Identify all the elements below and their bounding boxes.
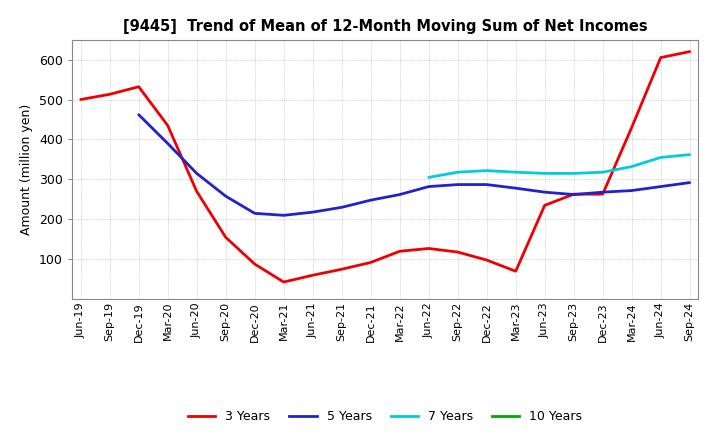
3 Years xyxy=(454,249,462,255)
5 Years xyxy=(395,192,404,197)
Y-axis label: Amount (million yen): Amount (million yen) xyxy=(20,104,33,235)
5 Years xyxy=(338,205,346,210)
3 Years xyxy=(135,84,143,89)
3 Years xyxy=(511,268,520,274)
3 Years xyxy=(482,257,491,263)
5 Years xyxy=(627,188,636,193)
3 Years xyxy=(657,55,665,60)
5 Years xyxy=(135,112,143,117)
7 Years xyxy=(541,171,549,176)
3 Years xyxy=(251,261,259,267)
5 Years xyxy=(251,211,259,216)
7 Years xyxy=(570,171,578,176)
3 Years xyxy=(366,260,375,265)
5 Years xyxy=(657,184,665,189)
3 Years xyxy=(598,191,607,197)
5 Years xyxy=(192,171,201,176)
5 Years xyxy=(366,198,375,203)
3 Years xyxy=(221,235,230,240)
5 Years xyxy=(541,190,549,195)
7 Years xyxy=(482,168,491,173)
Line: 7 Years: 7 Years xyxy=(428,154,690,177)
3 Years xyxy=(192,189,201,194)
Line: 3 Years: 3 Years xyxy=(81,51,690,282)
3 Years xyxy=(308,273,317,278)
3 Years xyxy=(424,246,433,251)
Title: [9445]  Trend of Mean of 12-Month Moving Sum of Net Incomes: [9445] Trend of Mean of 12-Month Moving … xyxy=(123,19,647,34)
7 Years xyxy=(454,169,462,175)
3 Years xyxy=(627,125,636,130)
3 Years xyxy=(338,267,346,272)
5 Years xyxy=(279,213,288,218)
3 Years xyxy=(76,97,85,102)
Legend: 3 Years, 5 Years, 7 Years, 10 Years: 3 Years, 5 Years, 7 Years, 10 Years xyxy=(183,405,588,428)
5 Years xyxy=(598,190,607,195)
5 Years xyxy=(570,192,578,197)
5 Years xyxy=(424,184,433,189)
5 Years xyxy=(482,182,491,187)
5 Years xyxy=(221,194,230,199)
7 Years xyxy=(627,164,636,169)
7 Years xyxy=(598,169,607,175)
7 Years xyxy=(511,169,520,175)
7 Years xyxy=(424,175,433,180)
5 Years xyxy=(308,209,317,215)
3 Years xyxy=(570,191,578,197)
5 Years xyxy=(454,182,462,187)
7 Years xyxy=(685,152,694,157)
3 Years xyxy=(685,49,694,54)
3 Years xyxy=(279,279,288,285)
5 Years xyxy=(511,186,520,191)
3 Years xyxy=(541,203,549,208)
5 Years xyxy=(685,180,694,185)
7 Years xyxy=(657,155,665,160)
Line: 5 Years: 5 Years xyxy=(139,115,690,215)
3 Years xyxy=(105,92,114,97)
5 Years xyxy=(163,141,172,146)
3 Years xyxy=(395,249,404,254)
3 Years xyxy=(163,123,172,128)
